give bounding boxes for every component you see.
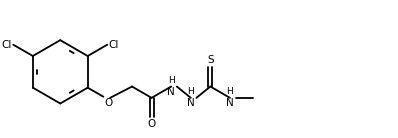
Text: Cl: Cl [2,40,12,50]
Text: N: N [226,98,234,108]
Text: S: S [207,55,214,65]
Text: N: N [167,87,175,97]
Text: H: H [168,76,175,85]
Text: O: O [104,98,112,108]
Text: Cl: Cl [108,40,119,50]
Text: H: H [187,87,194,96]
Text: H: H [226,87,233,96]
Text: N: N [187,98,195,108]
Text: O: O [148,119,156,129]
